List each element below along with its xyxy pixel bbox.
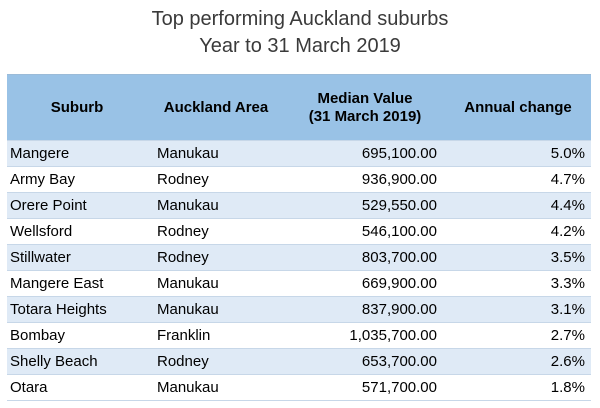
table-row: Bombay Franklin 1,035,700.00 2.7% bbox=[7, 322, 591, 349]
cell-median-value: 546,100.00 bbox=[285, 218, 445, 245]
cell-annual-change: 3.1% bbox=[445, 296, 591, 323]
cell-suburb: Mangere East bbox=[7, 270, 147, 297]
cell-median-value: 936,900.00 bbox=[285, 166, 445, 193]
header-annual-change: Annual change bbox=[445, 74, 591, 141]
cell-annual-change: 2.6% bbox=[445, 348, 591, 375]
header-suburb: Suburb bbox=[7, 74, 147, 141]
cell-annual-change: 4.2% bbox=[445, 218, 591, 245]
table-header: Suburb Auckland Area Median Value (31 Ma… bbox=[7, 74, 591, 141]
chart-subtitle: Year to 31 March 2019 bbox=[199, 35, 401, 57]
cell-suburb: Shelly Beach bbox=[7, 348, 147, 375]
table-row: Shelly Beach Rodney 653,700.00 2.6% bbox=[7, 348, 591, 375]
cell-auckland-area: Rodney bbox=[147, 166, 285, 193]
cell-annual-change: 1.8% bbox=[445, 374, 591, 401]
table-row: Orere Point Manukau 529,550.00 4.4% bbox=[7, 192, 591, 219]
cell-suburb: Mangere bbox=[7, 140, 147, 167]
cell-annual-change: 4.7% bbox=[445, 166, 591, 193]
cell-suburb: Bombay bbox=[7, 322, 147, 349]
table-row: Army Bay Rodney 936,900.00 4.7% bbox=[7, 166, 591, 193]
header-auckland-area: Auckland Area bbox=[147, 74, 285, 141]
cell-suburb: Orere Point bbox=[7, 192, 147, 219]
cell-annual-change: 2.7% bbox=[445, 322, 591, 349]
table-row: Mangere East Manukau 669,900.00 3.3% bbox=[7, 270, 591, 297]
header-median-value-line1: Median Value bbox=[317, 89, 413, 107]
cell-annual-change: 5.0% bbox=[445, 140, 591, 167]
cell-auckland-area: Rodney bbox=[147, 244, 285, 271]
table-row: Wellsford Rodney 546,100.00 4.2% bbox=[7, 218, 591, 245]
cell-suburb: Wellsford bbox=[7, 218, 147, 245]
cell-auckland-area: Manukau bbox=[147, 192, 285, 219]
cell-auckland-area: Rodney bbox=[147, 348, 285, 375]
cell-median-value: 669,900.00 bbox=[285, 270, 445, 297]
cell-auckland-area: Manukau bbox=[147, 374, 285, 401]
cell-suburb: Totara Heights bbox=[7, 296, 147, 323]
table-row: Mangere Manukau 695,100.00 5.0% bbox=[7, 140, 591, 167]
cell-median-value: 695,100.00 bbox=[285, 140, 445, 167]
cell-auckland-area: Franklin bbox=[147, 322, 285, 349]
cell-median-value: 571,700.00 bbox=[285, 374, 445, 401]
suburbs-table: Suburb Auckland Area Median Value (31 Ma… bbox=[7, 74, 591, 401]
cell-auckland-area: Manukau bbox=[147, 270, 285, 297]
header-median-value: Median Value (31 March 2019) bbox=[285, 74, 445, 141]
cell-median-value: 837,900.00 bbox=[285, 296, 445, 323]
cell-median-value: 529,550.00 bbox=[285, 192, 445, 219]
table-body: Mangere Manukau 695,100.00 5.0% Army Bay Rodn… bbox=[7, 140, 591, 401]
table-row: Otara Manukau 571,700.00 1.8% bbox=[7, 374, 591, 401]
cell-median-value: 803,700.00 bbox=[285, 244, 445, 271]
header-median-value-line2: (31 March 2019) bbox=[308, 107, 422, 125]
cell-suburb: Otara bbox=[7, 374, 147, 401]
chart-title: Top performing Auckland suburbs bbox=[151, 8, 449, 30]
cell-suburb: Stillwater bbox=[7, 244, 147, 271]
table-row: Stillwater Rodney 803,700.00 3.5% bbox=[7, 244, 591, 271]
cell-median-value: 1,035,700.00 bbox=[285, 322, 445, 349]
table-row: Totara Heights Manukau 837,900.00 3.1% bbox=[7, 296, 591, 323]
header-row: Suburb Auckland Area Median Value (31 Ma… bbox=[7, 74, 591, 141]
cell-median-value: 653,700.00 bbox=[285, 348, 445, 375]
cell-auckland-area: Manukau bbox=[147, 140, 285, 167]
cell-suburb: Army Bay bbox=[7, 166, 147, 193]
cell-auckland-area: Manukau bbox=[147, 296, 285, 323]
cell-annual-change: 4.4% bbox=[445, 192, 591, 219]
cell-annual-change: 3.5% bbox=[445, 244, 591, 271]
cell-annual-change: 3.3% bbox=[445, 270, 591, 297]
cell-auckland-area: Rodney bbox=[147, 218, 285, 245]
